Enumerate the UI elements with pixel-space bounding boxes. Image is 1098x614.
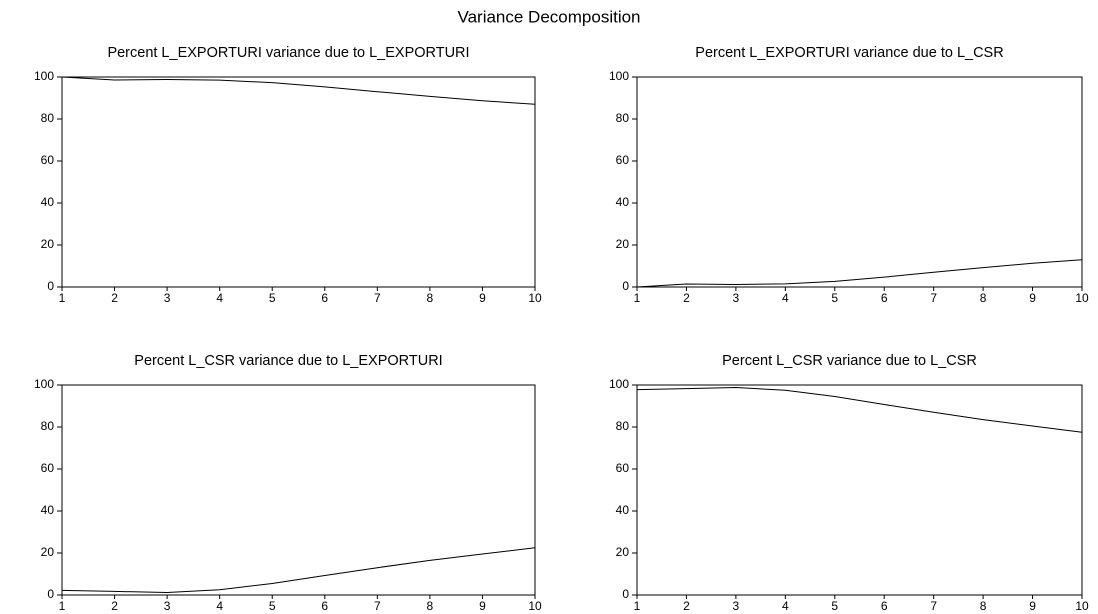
y-tick-label: 60 <box>41 461 55 475</box>
y-tick-label: 100 <box>609 377 629 391</box>
x-tick-label: 9 <box>1029 291 1036 305</box>
x-tick-label: 4 <box>216 291 223 305</box>
y-tick-label: 20 <box>41 237 55 251</box>
x-tick-label: 8 <box>427 291 434 305</box>
plot-frame <box>636 76 1083 288</box>
plot-frame <box>61 384 536 596</box>
y-tick-label: 100 <box>609 69 629 83</box>
x-tick-label: 6 <box>881 599 888 613</box>
y-tick-label: 40 <box>41 503 55 517</box>
x-tick-label: 3 <box>164 599 171 613</box>
x-tick-label: 7 <box>930 599 937 613</box>
y-tick-label: 60 <box>41 153 55 167</box>
x-tick-label: 10 <box>1075 599 1089 613</box>
x-tick-label: 3 <box>164 291 171 305</box>
y-tick-label: 40 <box>616 195 630 209</box>
x-tick-label: 5 <box>269 599 276 613</box>
y-tick-label: 80 <box>616 419 630 433</box>
x-tick-label: 1 <box>59 291 66 305</box>
y-tick-label: 40 <box>41 195 55 209</box>
x-tick-label: 8 <box>427 599 434 613</box>
x-tick-label: 1 <box>634 599 641 613</box>
x-tick-label: 7 <box>374 291 381 305</box>
x-tick-label: 6 <box>321 599 328 613</box>
subplot-title: Percent L_CSR variance due to L_CSR <box>722 353 977 369</box>
data-line <box>636 259 1083 288</box>
x-tick-label: 5 <box>831 599 838 613</box>
x-tick-label: 4 <box>782 291 789 305</box>
x-tick-label: 9 <box>1029 599 1036 613</box>
x-tick-label: 7 <box>374 599 381 613</box>
x-tick-label: 5 <box>269 291 276 305</box>
x-tick-label: 7 <box>930 291 937 305</box>
y-tick-label: 0 <box>622 587 629 601</box>
subplot-title: Percent L_EXPORTURI variance due to L_EX… <box>107 45 469 61</box>
y-tick-label: 100 <box>34 377 54 391</box>
y-tick-label: 20 <box>616 237 630 251</box>
x-tick-label: 6 <box>321 291 328 305</box>
x-tick-label: 5 <box>831 291 838 305</box>
data-line <box>61 76 536 105</box>
x-tick-label: 2 <box>683 599 690 613</box>
x-tick-label: 2 <box>683 291 690 305</box>
x-tick-label: 8 <box>980 291 987 305</box>
y-tick-label: 100 <box>34 69 54 83</box>
x-tick-label: 9 <box>479 291 486 305</box>
y-tick-label: 60 <box>616 153 630 167</box>
x-tick-label: 3 <box>733 599 740 613</box>
y-tick-label: 80 <box>616 111 630 125</box>
x-tick-label: 1 <box>634 291 641 305</box>
plot-frame <box>61 76 536 288</box>
x-tick-label: 4 <box>782 599 789 613</box>
x-tick-label: 9 <box>479 599 486 613</box>
x-tick-label: 2 <box>111 599 118 613</box>
x-tick-label: 10 <box>528 291 542 305</box>
y-tick-label: 0 <box>47 279 54 293</box>
y-tick-label: 80 <box>41 111 55 125</box>
subplot-title: Percent L_CSR variance due to L_EXPORTUR… <box>134 353 442 369</box>
y-tick-label: 0 <box>622 279 629 293</box>
subplot-title: Percent L_EXPORTURI variance due to L_CS… <box>695 45 1003 61</box>
x-tick-label: 4 <box>216 599 223 613</box>
x-tick-label: 8 <box>980 599 987 613</box>
x-tick-label: 2 <box>111 291 118 305</box>
x-tick-label: 6 <box>881 291 888 305</box>
chart-title: Variance Decomposition <box>458 7 641 26</box>
y-tick-label: 80 <box>41 419 55 433</box>
y-tick-label: 0 <box>47 587 54 601</box>
y-tick-label: 20 <box>41 545 55 559</box>
data-line <box>61 547 536 593</box>
y-tick-label: 60 <box>616 461 630 475</box>
x-tick-label: 1 <box>59 599 66 613</box>
x-tick-label: 10 <box>1075 291 1089 305</box>
x-tick-label: 10 <box>528 599 542 613</box>
data-line <box>636 387 1083 433</box>
plot-frame <box>636 384 1083 596</box>
x-tick-label: 3 <box>733 291 740 305</box>
y-tick-label: 40 <box>616 503 630 517</box>
y-tick-label: 20 <box>616 545 630 559</box>
